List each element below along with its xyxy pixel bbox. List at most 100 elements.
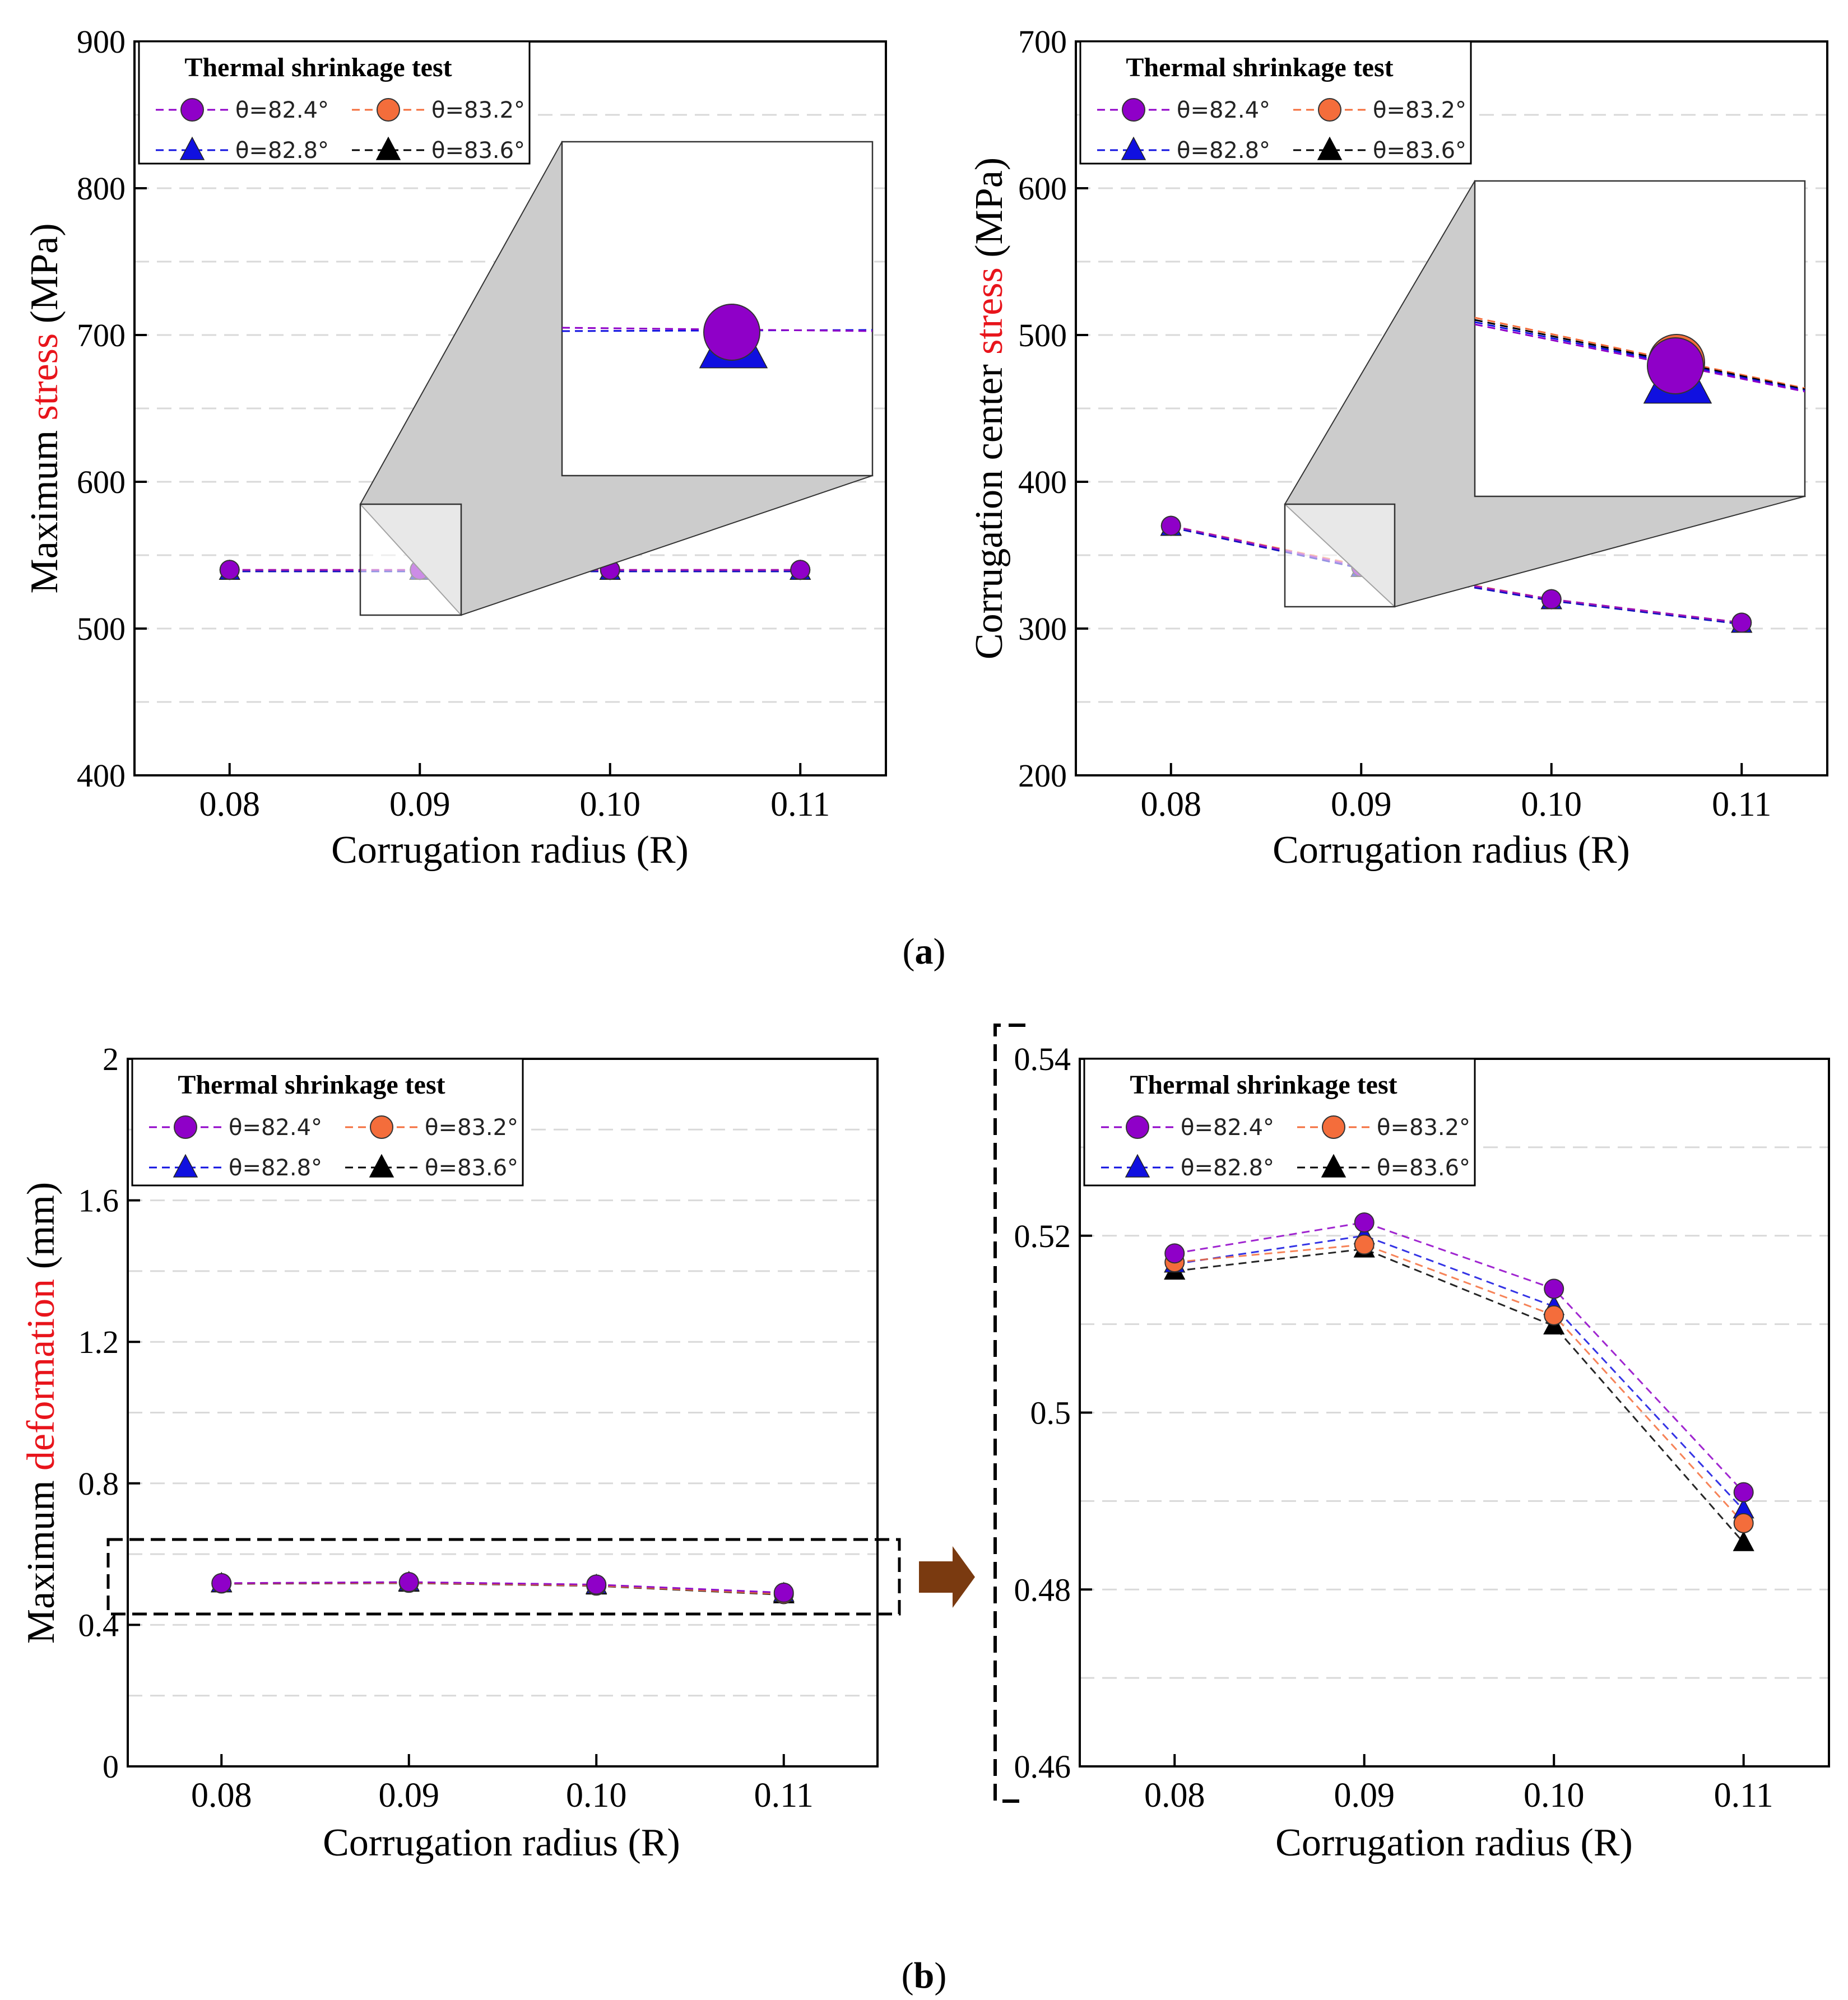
legend-marker	[1321, 1154, 1346, 1178]
data-point	[586, 1574, 607, 1595]
legend-label: θ=82.8°	[1177, 138, 1270, 164]
data-point	[1733, 1531, 1754, 1551]
data-point	[1733, 1482, 1754, 1503]
y-tick-label: 200	[1018, 757, 1067, 794]
x-tick-label: 0.08	[1140, 785, 1201, 824]
y-axis-label-part: Maximum	[20, 1471, 63, 1644]
y-tick-label: 0.52	[1014, 1218, 1071, 1254]
legend-label: θ=82.8°	[235, 138, 329, 164]
x-axis-label: Corrugation radius (R)	[1273, 829, 1630, 872]
zoom-inset-1	[1284, 180, 1806, 608]
x-tick-label: 0.11	[1714, 1776, 1773, 1815]
legend-marker	[375, 136, 401, 160]
y-axis-label-part: Maximum	[23, 420, 66, 593]
legend-box	[131, 1058, 524, 1187]
data-point	[219, 560, 240, 580]
legend-marker	[174, 1115, 197, 1139]
highlight-box	[106, 1538, 901, 1616]
legend-box	[138, 40, 531, 165]
x-tick-label: 0.09	[1334, 1776, 1395, 1815]
data-point	[1544, 1305, 1564, 1325]
y-tick-label: 700	[1018, 24, 1067, 60]
legend-marker	[1322, 1115, 1345, 1139]
panel-letter: b	[914, 1955, 935, 1996]
legend-marker	[369, 1154, 394, 1178]
legend-label: θ=82.4°	[229, 1115, 322, 1141]
y-tick-label: 0.48	[1014, 1571, 1071, 1608]
series-line-0	[221, 1581, 784, 1594]
y-tick-label: 0.5	[1030, 1395, 1071, 1431]
data-point	[1731, 612, 1752, 633]
y-axis-label-part: (MPa)	[968, 157, 1011, 267]
legend-label: θ=83.2°	[431, 97, 525, 123]
legend-marker	[179, 136, 205, 160]
x-tick-label: 0.10	[579, 785, 640, 824]
y-tick-label: 700	[77, 317, 126, 354]
x-tick-label: 0.11	[770, 785, 830, 824]
inset-marker	[703, 304, 760, 361]
series-line-2	[1174, 1235, 1744, 1511]
legend-marker	[173, 1154, 198, 1178]
legend-label: θ=82.8°	[1181, 1155, 1274, 1181]
inset-marker	[1647, 337, 1704, 394]
legend-marker	[1122, 98, 1145, 122]
legend-box	[1079, 40, 1472, 165]
zoom-source-box	[359, 503, 462, 616]
y-axis-label-highlight: stress	[23, 333, 66, 421]
y-axis-label: Maximum deformation (mm)	[20, 1182, 63, 1644]
legend-marker	[1126, 1115, 1149, 1139]
panel-label-a: (a)	[903, 931, 946, 972]
data-point	[1160, 515, 1181, 536]
x-tick-label: 0.09	[389, 785, 451, 824]
y-tick-label: 900	[77, 24, 126, 60]
legend-label: θ=83.2°	[1377, 1115, 1470, 1141]
y-axis-label-part: (mm)	[20, 1182, 63, 1279]
legend-label: θ=83.2°	[425, 1115, 518, 1141]
chart-max-stress: 400 500 600 700 800 900 0.08 0.09 0.10 0.11 Corrug…	[23, 24, 887, 872]
x-tick-label: 0.11	[1712, 785, 1771, 824]
y-tick-label: 400	[77, 757, 126, 794]
x-tick-label: 0.08	[1144, 1776, 1205, 1815]
arrow-icon	[919, 1546, 975, 1608]
y-tick-label: 500	[77, 611, 126, 647]
y-axis-label-part: (MPa)	[23, 223, 66, 333]
legend-label: θ=83.6°	[431, 138, 525, 164]
data-point	[1354, 1212, 1375, 1233]
data-point	[1164, 1243, 1185, 1264]
y-tick-label: 800	[77, 170, 126, 207]
zoom-inset-box	[1474, 180, 1806, 497]
legend-box	[1083, 1058, 1476, 1187]
legend-label: θ=82.4°	[1177, 97, 1270, 123]
y-tick-label: 0.8	[78, 1466, 119, 1502]
x-axis-label: Corrugation radius (R)	[1275, 1821, 1633, 1864]
legend-marker	[370, 1115, 393, 1139]
legend-label: θ=83.2°	[1373, 97, 1466, 123]
zoom-source-box	[1284, 503, 1396, 608]
legend-label: θ=83.6°	[425, 1155, 518, 1181]
range-bracket	[993, 1024, 1025, 1803]
data-point	[398, 1571, 419, 1592]
x-tick-label: 0.09	[1331, 785, 1392, 824]
legend-marker	[1121, 136, 1146, 160]
chart-max-deformation: 0 0.4 0.8 1.2 1.6 2 0.08 0.09 0.10 0.11 Corrugatio…	[20, 1041, 879, 1864]
y-tick-label: 2	[103, 1041, 119, 1077]
legend-title: Thermal shrinkage test	[1126, 53, 1393, 82]
data-point	[773, 1582, 794, 1603]
inset-line	[1474, 317, 1805, 389]
y-axis-label-part: Corrugation center	[968, 355, 1011, 659]
legend-title: Thermal shrinkage test	[184, 53, 452, 82]
inset-line	[1474, 319, 1805, 390]
legend-label: θ=82.4°	[235, 97, 329, 123]
panel-label-b: (b)	[902, 1955, 947, 1996]
panel-letter: a	[915, 931, 934, 972]
y-tick-label: 1.2	[78, 1324, 119, 1360]
legend-marker	[1317, 136, 1343, 160]
series-line-1	[1174, 1244, 1744, 1524]
y-tick-label: 500	[1018, 317, 1067, 354]
legend-label: θ=82.8°	[229, 1155, 322, 1181]
data-point	[1544, 1278, 1564, 1299]
data-point	[1733, 1513, 1754, 1533]
x-axis-label: Corrugation radius (R)	[323, 1821, 680, 1864]
zoom-annotation	[106, 1024, 1025, 1803]
